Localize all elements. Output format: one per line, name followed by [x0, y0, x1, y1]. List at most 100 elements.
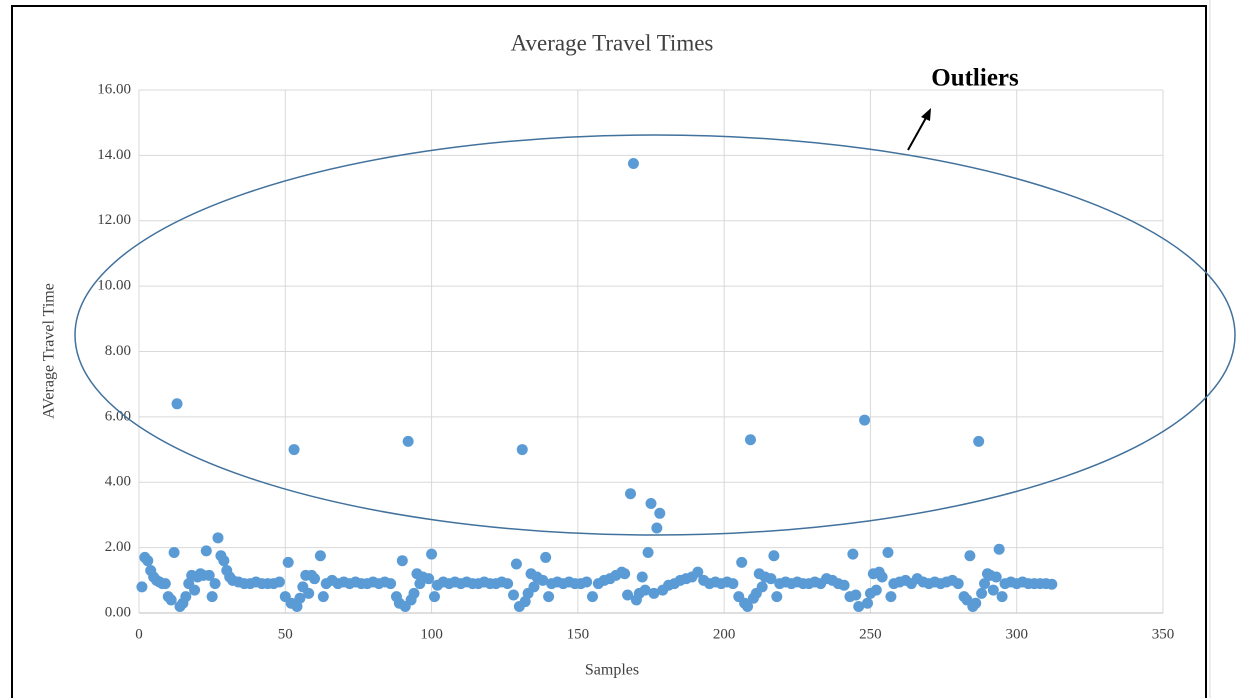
point [744, 434, 756, 446]
point [838, 579, 850, 591]
point [282, 556, 294, 568]
point [317, 591, 329, 603]
y-tick-label: 6.00 [105, 408, 131, 424]
point [885, 591, 897, 603]
point [581, 576, 593, 588]
point [273, 576, 285, 588]
point [212, 532, 224, 544]
point [189, 584, 201, 596]
y-axis-label: AVerage Travel Time [41, 283, 58, 419]
point [639, 584, 651, 596]
point [727, 578, 739, 590]
point [859, 414, 871, 426]
point [142, 555, 154, 567]
point [645, 497, 657, 509]
point [996, 591, 1008, 603]
point [168, 547, 180, 559]
point [642, 547, 654, 559]
y-tick-label: 8.00 [105, 343, 131, 359]
point [625, 488, 637, 500]
y-tick-label: 4.00 [105, 474, 131, 490]
point [136, 581, 148, 593]
grid: 0.00 2.00 4.00 6.00 8.00 10.00 12.00 14.00 16.00… [97, 81, 1174, 642]
point [218, 555, 230, 567]
point [876, 571, 888, 583]
x-tick-label: 350 [1152, 626, 1175, 642]
point [171, 398, 183, 410]
x-tick-label: 300 [1005, 626, 1028, 642]
point [882, 547, 894, 559]
point [428, 591, 440, 603]
point [970, 597, 982, 609]
point [396, 555, 408, 567]
point [771, 591, 783, 603]
point [654, 507, 666, 519]
outlier-ellipse [74, 134, 1236, 536]
point [768, 550, 780, 562]
chart-title: Average Travel Times [511, 30, 714, 55]
point [385, 578, 397, 590]
point [742, 600, 754, 612]
point [987, 584, 999, 596]
x-tick-label: 200 [713, 626, 736, 642]
point [765, 573, 777, 585]
point [636, 571, 648, 583]
y-tick-label: 2.00 [105, 539, 131, 555]
point [964, 550, 976, 562]
x-tick-label: 50 [278, 626, 293, 642]
point [651, 522, 663, 534]
y-tick-label: 10.00 [97, 278, 131, 294]
arrow-shaft [907, 115, 928, 151]
point [540, 551, 552, 563]
annotation: Outliers [931, 65, 1019, 92]
point [973, 435, 985, 447]
point [408, 587, 420, 599]
point [528, 581, 540, 593]
point [159, 578, 171, 590]
point [853, 600, 865, 612]
point [303, 587, 315, 599]
point [627, 158, 639, 170]
point [402, 435, 414, 447]
point [756, 581, 768, 593]
point [993, 543, 1005, 555]
point [516, 444, 528, 456]
x-tick-label: 0 [135, 626, 143, 642]
points [136, 158, 1058, 612]
point [990, 571, 1002, 583]
point [976, 587, 988, 599]
point [426, 548, 438, 560]
point [692, 566, 704, 578]
point [502, 578, 514, 590]
x-tick-label: 150 [567, 626, 590, 642]
point [165, 594, 177, 606]
y-tick-label: 12.00 [97, 212, 131, 228]
point [294, 592, 306, 604]
point [200, 545, 212, 557]
y-tick-label: 14.00 [97, 147, 131, 163]
point [288, 444, 300, 456]
point [543, 591, 555, 603]
point [314, 550, 326, 562]
point [870, 584, 882, 596]
point [180, 591, 192, 603]
point [203, 569, 215, 581]
y-tick-label: 16.00 [97, 81, 131, 97]
point [309, 573, 321, 585]
point [979, 578, 991, 590]
point [507, 589, 519, 601]
point [619, 568, 631, 580]
y-tick-label: 0.00 [105, 604, 131, 620]
point [423, 573, 435, 585]
frame [11, 5, 1207, 698]
point [206, 591, 218, 603]
point [586, 591, 598, 603]
point [537, 574, 549, 586]
x-axis-label: Samples [585, 662, 639, 679]
point [510, 558, 522, 570]
point [1046, 578, 1058, 590]
point [736, 556, 748, 568]
point [850, 589, 862, 601]
point [622, 589, 634, 601]
